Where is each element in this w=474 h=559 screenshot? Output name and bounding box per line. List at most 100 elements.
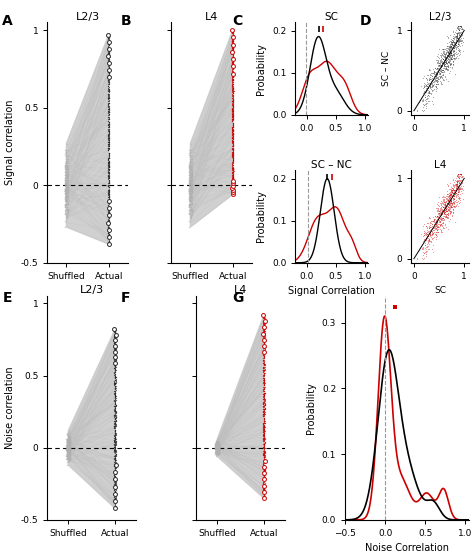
Point — [446, 41, 454, 50]
Point — [451, 38, 458, 47]
Point — [213, 441, 220, 450]
Point — [447, 49, 455, 58]
Point — [185, 206, 192, 215]
Point — [215, 443, 223, 452]
Point — [212, 447, 220, 456]
Point — [260, 397, 268, 406]
Point — [229, 41, 237, 50]
Point — [439, 44, 447, 53]
Point — [62, 201, 69, 210]
Point — [228, 65, 236, 74]
Point — [186, 177, 194, 186]
Point — [454, 22, 462, 31]
Point — [229, 170, 237, 179]
Point — [261, 466, 268, 475]
Point — [453, 178, 460, 187]
Point — [186, 159, 193, 168]
Point — [63, 162, 71, 170]
Point — [448, 202, 456, 211]
Point — [228, 80, 236, 89]
Point — [62, 149, 70, 158]
Point — [63, 191, 70, 200]
Point — [228, 59, 236, 68]
Point — [442, 55, 449, 64]
Point — [229, 187, 237, 196]
Point — [229, 46, 237, 55]
Point — [453, 30, 461, 39]
Point — [105, 122, 113, 131]
Point — [62, 209, 69, 217]
Point — [445, 196, 452, 205]
Point — [433, 73, 440, 82]
Point — [447, 50, 455, 59]
Point — [105, 144, 112, 153]
Point — [422, 87, 430, 96]
Point — [432, 75, 440, 84]
Point — [260, 468, 268, 477]
Point — [188, 205, 196, 214]
Point — [228, 116, 236, 125]
Point — [259, 318, 267, 326]
Point — [216, 439, 223, 448]
Point — [261, 314, 268, 323]
Point — [259, 389, 267, 398]
Point — [442, 58, 449, 67]
Point — [229, 182, 237, 191]
Point — [448, 36, 456, 45]
Point — [261, 334, 268, 343]
Point — [432, 232, 440, 241]
Point — [438, 65, 446, 74]
Point — [111, 435, 118, 444]
Point — [214, 446, 221, 454]
Point — [105, 206, 112, 215]
Point — [105, 68, 113, 77]
Point — [105, 44, 113, 53]
Point — [433, 58, 441, 67]
Point — [111, 495, 119, 504]
Point — [228, 182, 236, 191]
Point — [446, 42, 454, 51]
Point — [259, 324, 267, 333]
Point — [111, 389, 119, 397]
Point — [65, 456, 73, 465]
Point — [64, 442, 72, 451]
Point — [61, 190, 69, 198]
Point — [104, 164, 112, 173]
Point — [448, 53, 456, 62]
Point — [439, 223, 447, 232]
Point — [455, 172, 462, 181]
Point — [260, 464, 267, 473]
Point — [111, 438, 119, 447]
Point — [64, 436, 72, 445]
Point — [447, 189, 455, 198]
Point — [441, 49, 448, 58]
Point — [63, 170, 70, 179]
Point — [64, 456, 72, 465]
Point — [112, 462, 119, 471]
Point — [420, 87, 428, 96]
Point — [106, 198, 113, 207]
Point — [260, 455, 267, 464]
Point — [260, 433, 267, 442]
Point — [447, 198, 455, 207]
Point — [228, 116, 236, 125]
Point — [105, 207, 113, 216]
Point — [111, 441, 118, 450]
Point — [66, 442, 73, 451]
Point — [422, 73, 430, 82]
Point — [62, 149, 69, 158]
Point — [66, 443, 74, 452]
Text: D: D — [360, 14, 372, 28]
Point — [228, 45, 236, 54]
Point — [450, 188, 457, 197]
Point — [212, 452, 220, 461]
Point — [110, 417, 118, 426]
Point — [229, 91, 237, 100]
Point — [229, 135, 237, 144]
Point — [110, 333, 118, 342]
Point — [105, 89, 112, 98]
Point — [450, 37, 457, 46]
Point — [449, 35, 457, 44]
Point — [420, 235, 428, 244]
Point — [447, 209, 454, 217]
